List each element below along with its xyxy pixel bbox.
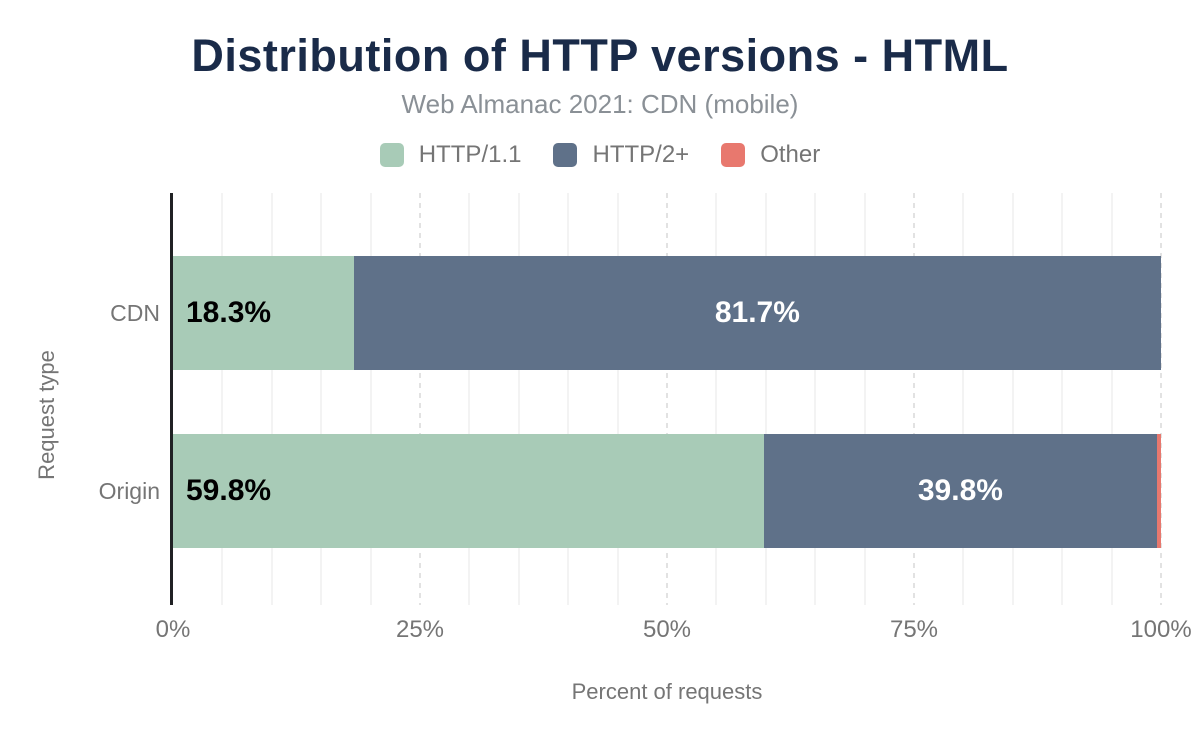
bar-cdn-http11[interactable]: 18.3% bbox=[173, 256, 354, 370]
legend: HTTP/1.1 HTTP/2+ Other bbox=[0, 141, 1200, 169]
legend-swatch-http2plus-icon bbox=[553, 143, 578, 167]
gridline-minor bbox=[1061, 193, 1064, 605]
legend-swatch-http11-icon bbox=[379, 143, 404, 167]
bar-value-label: 39.8% bbox=[917, 474, 1003, 507]
x-tick-label-100: 100% bbox=[1130, 616, 1192, 643]
category-label-cdn: CDN bbox=[110, 300, 160, 326]
gridline-minor bbox=[1011, 193, 1014, 605]
legend-label-http2plus: HTTP/2+ bbox=[592, 141, 690, 168]
gridline-minor bbox=[369, 193, 372, 605]
category-label-origin: Origin bbox=[98, 478, 160, 504]
chart-title: Distribution of HTTP versions - HTML bbox=[191, 30, 1009, 81]
gridline-major bbox=[419, 193, 421, 605]
gridline-minor bbox=[715, 193, 718, 605]
bar-value-label: 18.3% bbox=[186, 296, 272, 329]
bar-value-label: 81.7% bbox=[714, 296, 800, 329]
legend-item-http2plus[interactable]: HTTP/2+ bbox=[553, 141, 689, 169]
legend-swatch-other-icon bbox=[721, 143, 746, 167]
gridline-minor bbox=[567, 193, 570, 605]
gridline-major bbox=[666, 193, 668, 605]
x-axis-title: Percent of requests bbox=[571, 679, 763, 704]
bar-origin-http2[interactable]: 39.8% bbox=[763, 434, 1158, 548]
legend-item-http11[interactable]: HTTP/1.1 bbox=[379, 141, 522, 169]
x-tick-label-75: 75% bbox=[889, 616, 939, 643]
gridline-minor bbox=[320, 193, 323, 605]
bar-origin-http11[interactable]: 59.8% bbox=[173, 434, 764, 548]
legend-label-other: Other bbox=[760, 141, 821, 168]
gridline-minor bbox=[468, 193, 471, 605]
legend-item-other[interactable]: Other bbox=[721, 141, 820, 169]
x-tick-label-50: 50% bbox=[642, 616, 692, 643]
bar-origin-other[interactable] bbox=[1157, 434, 1161, 548]
gridline-minor bbox=[863, 193, 866, 605]
gridline-minor bbox=[270, 193, 273, 605]
gridline-minor bbox=[764, 193, 767, 605]
gridline-minor bbox=[814, 193, 817, 605]
gridline-minor bbox=[517, 193, 520, 605]
gridline-minor bbox=[962, 193, 965, 605]
y-axis-title: Request type bbox=[34, 350, 59, 480]
bar-value-label: 59.8% bbox=[186, 474, 272, 507]
bar-cdn-http2[interactable]: 81.7% bbox=[353, 256, 1161, 370]
gridline-minor bbox=[1110, 193, 1113, 605]
y-axis-line bbox=[170, 193, 173, 605]
legend-label-http11: HTTP/1.1 bbox=[418, 141, 522, 168]
chart-subtitle: Web Almanac 2021: CDN (mobile) bbox=[401, 89, 799, 119]
gridline-major bbox=[1160, 193, 1162, 605]
x-tick-label-25: 25% bbox=[395, 616, 445, 643]
gridline-minor bbox=[221, 193, 224, 605]
gridline-minor bbox=[616, 193, 619, 605]
gridline-major bbox=[913, 193, 915, 605]
plot-area: 18.3% 81.7% 59.8% 39.8% bbox=[173, 193, 1162, 605]
x-tick-label-0: 0% bbox=[155, 616, 191, 643]
